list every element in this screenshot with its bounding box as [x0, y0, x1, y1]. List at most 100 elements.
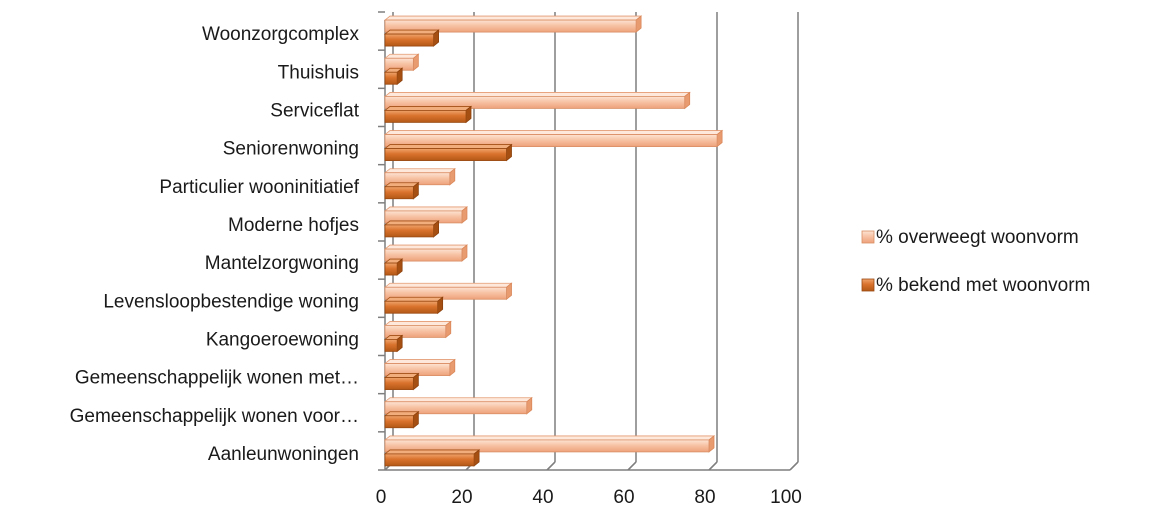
bar-top-face: [383, 359, 456, 364]
bar-overweegt-woonvorm-levensloopbestendige-woning: [383, 282, 513, 301]
category-label-levensloopbestendige-woning: Levensloopbestendige woning: [103, 291, 359, 312]
x-tick-label-0: 0: [376, 487, 387, 508]
bar-bekend-met-woonvorm-serviceflat: [383, 105, 473, 124]
bar-top-face: [383, 373, 420, 378]
x-tick-label-80: 80: [694, 487, 715, 508]
bar-top-face: [383, 92, 691, 97]
bar-overweegt-woonvorm-aanleunwoningen: [383, 435, 716, 453]
bar-top-face: [383, 206, 469, 212]
bar-overweegt-woonvorm-moderne-hofjes: [383, 206, 469, 224]
bar-bekend-met-woonvorm-thuishuis: [383, 67, 404, 86]
category-label-gemeenschappelijk-wonen-met: Gemeenschappelijk wonen met…: [75, 368, 359, 389]
bar-top-face: [383, 282, 513, 288]
bar-top-face: [383, 130, 724, 135]
bar-bekend-met-woonvorm-seniorenwoning: [383, 143, 513, 162]
bar-top-face: [383, 53, 420, 59]
bar-overweegt-woonvorm-seniorenwoning: [383, 129, 724, 148]
bar-front-face: [384, 262, 398, 276]
bar-front-face: [384, 248, 463, 262]
x-tick-label-60: 60: [613, 487, 634, 508]
bar-top-face: [383, 29, 440, 35]
bar-front-face: [384, 110, 467, 123]
category-label-gemeenschappelijk-wonen-voor: Gemeenschappelijk wonen voor…: [70, 406, 359, 427]
bar-front-face: [384, 224, 434, 238]
bar-bekend-met-woonvorm-gemeenschappelijk-wonen-met: [383, 372, 420, 391]
bar-bekend-met-woonvorm-mantelzorgwoning: [383, 258, 404, 276]
bar-top-face: [383, 411, 420, 417]
bar-overweegt-woonvorm-mantelzorgwoning: [383, 244, 469, 262]
bar-top-face: [383, 435, 716, 441]
bar-top-face: [383, 449, 481, 455]
bar-top-face: [383, 244, 469, 250]
category-labels: Woonzorgcomplex Thuishuis Serviceflat Senio…: [70, 24, 360, 465]
bar-overweegt-woonvorm-serviceflat: [383, 91, 691, 110]
x-tick-label-100: 100: [770, 487, 802, 508]
bar-front-face: [384, 286, 507, 300]
bar-top-face: [383, 106, 473, 111]
category-label-mantelzorgwoning: Mantelzorgwoning: [205, 253, 359, 274]
bar-front-face: [384, 377, 414, 390]
gridlines: [384, 12, 799, 471]
bar-front-face: [384, 453, 475, 467]
bar-overweegt-woonvorm-gemeenschappelijk-wonen-voor: [383, 396, 533, 415]
legend-label: % overweegt woonvorm: [876, 227, 1079, 248]
category-label-serviceflat: Serviceflat: [270, 100, 359, 121]
bar-top-face: [383, 296, 444, 302]
legend: % overweegt woonvorm % bekend met woonvor…: [861, 227, 1090, 296]
bar-overweegt-woonvorm-thuishuis: [383, 53, 420, 72]
bar-front-face: [384, 415, 414, 429]
legend-swatch: [861, 230, 875, 244]
bar-front-face: [384, 325, 447, 338]
bar-bekend-met-woonvorm-aanleunwoningen: [383, 449, 481, 467]
bar-bekend-met-woonvorm-woonzorgcomplex: [383, 29, 440, 47]
bar-top-face: [383, 144, 513, 149]
bar-top-face: [383, 15, 643, 21]
bar-overweegt-woonvorm-woonzorgcomplex: [383, 15, 643, 33]
bar-top-face: [383, 321, 452, 326]
gridline-join-80: [708, 461, 718, 471]
x-tick-label-20: 20: [451, 487, 472, 508]
category-label-aanleunwoningen: Aanleunwoningen: [208, 444, 359, 465]
bar-top-face: [383, 397, 533, 403]
bar-bekend-met-woonvorm-levensloopbestendige-woning: [383, 296, 444, 315]
bar-front-face: [384, 33, 434, 47]
bar-top-face: [383, 220, 440, 226]
x-tick-labels: 0 20 40 60 80 100: [376, 487, 802, 508]
x-tick-label-40: 40: [532, 487, 553, 508]
bar-front-face: [384, 148, 507, 161]
bar-front-face: [384, 134, 718, 147]
bar-top-face: [383, 182, 420, 188]
bar-front-face: [384, 439, 710, 453]
category-label-thuishuis: Thuishuis: [278, 62, 359, 83]
bar-bekend-met-woonvorm-particulier-wooninitiatief: [383, 181, 420, 200]
legend-item-bekend-met-woonvorm: % bekend met woonvorm: [861, 275, 1090, 296]
bar-top-face: [383, 168, 456, 174]
bar-overweegt-woonvorm-kangoeroewoning: [383, 320, 452, 339]
bar-overweegt-woonvorm-gemeenschappelijk-wonen-met: [383, 358, 456, 377]
gridline-join-100: [789, 461, 799, 471]
legend-swatch: [861, 278, 875, 292]
category-label-moderne-hofjes: Moderne hofjes: [228, 215, 359, 236]
bar-front-face: [384, 401, 528, 415]
bar-bekend-met-woonvorm-moderne-hofjes: [383, 220, 440, 238]
bar-front-face: [384, 19, 637, 33]
gridline-join-40: [546, 461, 556, 471]
category-label-seniorenwoning: Seniorenwoning: [223, 139, 359, 160]
bars: [383, 15, 724, 467]
category-label-particulier-wooninitiatief: Particulier wooninitiatief: [159, 177, 359, 198]
gridline-join-60: [627, 461, 637, 471]
bar-overweegt-woonvorm-particulier-wooninitiatief: [383, 167, 456, 186]
legend-label: % bekend met woonvorm: [876, 275, 1090, 296]
category-label-kangoeroewoning: Kangoeroewoning: [206, 329, 359, 350]
bar-front-face: [384, 71, 398, 85]
bar-front-face: [384, 186, 414, 200]
bar-front-face: [384, 339, 398, 352]
bar-bekend-met-woonvorm-kangoeroewoning: [383, 334, 404, 353]
legend-item-overweegt-woonvorm: % overweegt woonvorm: [861, 227, 1079, 248]
category-label-woonzorgcomplex: Woonzorgcomplex: [202, 24, 360, 45]
bar-bekend-met-woonvorm-gemeenschappelijk-wonen-voor: [383, 410, 420, 429]
bar-front-face: [384, 300, 439, 314]
bar-front-face: [384, 96, 686, 109]
